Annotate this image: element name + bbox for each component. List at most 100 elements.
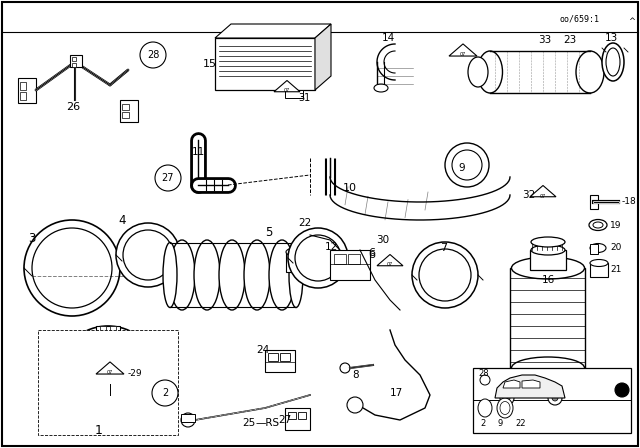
Text: 6: 6 bbox=[368, 250, 375, 260]
Ellipse shape bbox=[590, 244, 606, 253]
Polygon shape bbox=[96, 362, 124, 374]
Ellipse shape bbox=[511, 357, 584, 379]
Ellipse shape bbox=[602, 43, 624, 81]
Circle shape bbox=[181, 413, 195, 427]
Text: 20: 20 bbox=[610, 244, 621, 253]
Text: 23: 23 bbox=[563, 35, 576, 45]
Ellipse shape bbox=[244, 240, 270, 310]
Text: 1: 1 bbox=[95, 423, 103, 436]
Text: 07: 07 bbox=[540, 194, 546, 198]
Ellipse shape bbox=[63, 326, 153, 404]
Circle shape bbox=[63, 363, 77, 377]
Text: 5: 5 bbox=[265, 225, 273, 238]
Bar bbox=[590, 244, 598, 254]
Text: 27: 27 bbox=[278, 415, 291, 425]
Text: 9: 9 bbox=[459, 163, 465, 173]
Circle shape bbox=[24, 220, 120, 316]
Bar bbox=[122, 112, 129, 118]
Circle shape bbox=[80, 337, 136, 393]
Text: 30: 30 bbox=[376, 235, 389, 245]
Text: 27: 27 bbox=[162, 173, 174, 183]
Circle shape bbox=[548, 391, 562, 405]
Text: 7: 7 bbox=[440, 243, 447, 253]
Ellipse shape bbox=[477, 51, 502, 93]
Circle shape bbox=[452, 150, 482, 180]
Circle shape bbox=[419, 249, 471, 301]
Polygon shape bbox=[315, 24, 331, 90]
Ellipse shape bbox=[289, 242, 303, 307]
Text: oo/659:1: oo/659:1 bbox=[560, 15, 600, 24]
Text: 07: 07 bbox=[387, 263, 393, 267]
Bar bbox=[38, 330, 178, 435]
Ellipse shape bbox=[468, 57, 488, 87]
Circle shape bbox=[75, 332, 141, 398]
Text: 07: 07 bbox=[460, 52, 466, 57]
Polygon shape bbox=[449, 44, 477, 56]
Text: 14: 14 bbox=[382, 33, 396, 43]
Polygon shape bbox=[274, 81, 300, 92]
Text: 07: 07 bbox=[284, 89, 290, 94]
Bar bbox=[330, 250, 370, 280]
Text: -29: -29 bbox=[128, 370, 143, 379]
Ellipse shape bbox=[497, 398, 513, 418]
Ellipse shape bbox=[374, 84, 388, 92]
Circle shape bbox=[152, 380, 178, 406]
Bar bbox=[70, 55, 82, 67]
Text: -18: -18 bbox=[622, 198, 637, 207]
Circle shape bbox=[347, 397, 363, 413]
Bar bbox=[215, 38, 315, 90]
Polygon shape bbox=[215, 24, 331, 38]
Polygon shape bbox=[503, 380, 520, 388]
Circle shape bbox=[500, 391, 514, 405]
Bar bbox=[280, 353, 290, 361]
Bar bbox=[473, 368, 631, 433]
Circle shape bbox=[123, 230, 173, 280]
Circle shape bbox=[445, 143, 489, 187]
Bar bbox=[334, 254, 346, 264]
Circle shape bbox=[552, 395, 558, 401]
Text: —RS: —RS bbox=[256, 418, 280, 428]
Text: 3: 3 bbox=[28, 232, 35, 245]
Text: 4: 4 bbox=[118, 214, 125, 227]
Ellipse shape bbox=[590, 259, 608, 267]
Text: 12: 12 bbox=[325, 242, 339, 252]
Text: 2: 2 bbox=[162, 388, 168, 398]
Polygon shape bbox=[530, 185, 556, 197]
Text: 15: 15 bbox=[203, 59, 217, 69]
Polygon shape bbox=[377, 254, 403, 266]
Ellipse shape bbox=[286, 248, 304, 256]
Circle shape bbox=[288, 228, 348, 288]
Text: ^: ^ bbox=[628, 17, 636, 26]
Bar bbox=[286, 252, 304, 272]
Circle shape bbox=[504, 395, 510, 401]
Bar bbox=[72, 63, 76, 67]
Bar bbox=[110, 326, 116, 332]
Text: 11: 11 bbox=[191, 147, 205, 157]
Ellipse shape bbox=[269, 240, 295, 310]
Text: 19: 19 bbox=[610, 220, 621, 229]
Text: 22: 22 bbox=[298, 218, 312, 228]
Bar bbox=[268, 353, 278, 361]
Text: 8: 8 bbox=[352, 370, 358, 380]
Bar bbox=[285, 408, 310, 430]
Ellipse shape bbox=[163, 242, 177, 307]
Circle shape bbox=[32, 228, 112, 308]
Bar bbox=[348, 254, 360, 264]
Bar bbox=[120, 100, 138, 122]
Text: 32: 32 bbox=[522, 190, 535, 200]
Text: 10: 10 bbox=[343, 183, 357, 193]
Bar bbox=[510, 268, 585, 368]
Bar bbox=[285, 90, 303, 98]
Text: 16: 16 bbox=[541, 275, 555, 285]
Ellipse shape bbox=[478, 399, 492, 417]
Text: 13: 13 bbox=[604, 33, 618, 43]
Text: 07: 07 bbox=[107, 370, 113, 375]
Text: 25: 25 bbox=[242, 418, 255, 428]
Ellipse shape bbox=[531, 237, 565, 247]
Text: 2: 2 bbox=[480, 418, 485, 427]
Ellipse shape bbox=[593, 222, 603, 228]
Bar bbox=[181, 414, 195, 422]
Bar bbox=[20, 92, 26, 100]
Ellipse shape bbox=[169, 240, 195, 310]
Ellipse shape bbox=[194, 240, 220, 310]
